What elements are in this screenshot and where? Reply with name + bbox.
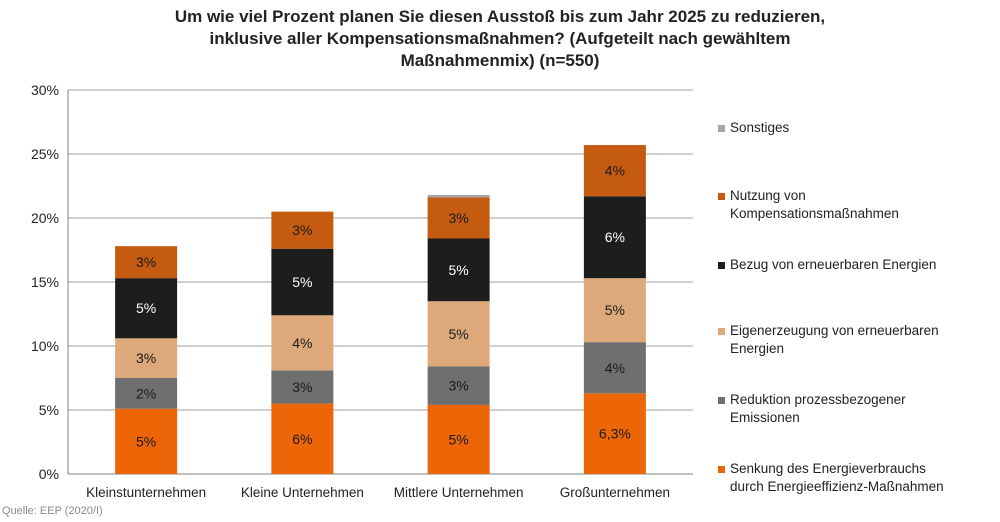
x-tick-label: Kleine Unternehmen — [241, 485, 364, 500]
stacked-bar-chart: 0% 5% 10% 15% 20% 25% 30% 5% 2% 3% 5% 3% Kleinstunte… — [0, 0, 700, 505]
x-tick-label: Großunternehmen — [560, 485, 670, 500]
x-tick-label: Mittlere Unternehmen — [394, 485, 524, 500]
data-label: 4% — [605, 163, 625, 179]
legend-item: Sonstiges — [718, 119, 789, 137]
data-label: 5% — [449, 262, 469, 278]
y-tick-label: 25% — [31, 146, 59, 162]
legend-label: Sonstiges — [730, 119, 789, 137]
y-tick-label: 10% — [31, 338, 59, 354]
source-note: Quelle: EEP (2020/I) — [2, 505, 103, 517]
data-label: 6% — [292, 431, 312, 447]
legend-label: Senkung des Energieverbrauchs durch Ener… — [730, 460, 944, 496]
data-label: 4% — [605, 360, 625, 376]
data-label: 6% — [605, 229, 625, 245]
chart-legend: Sonstiges Nutzung von Kompensationsmaßnah… — [718, 0, 1000, 500]
legend-label: Nutzung von Kompensationsmaßnahmen — [730, 187, 899, 223]
legend-item: Senkung des Energieverbrauchs durch Ener… — [718, 460, 944, 496]
data-label: 5% — [136, 433, 156, 449]
data-label: 3% — [292, 222, 312, 238]
data-label: 2% — [136, 385, 156, 401]
data-label: 3% — [449, 378, 469, 394]
x-tick-label: Kleinstunternehmen — [86, 485, 206, 500]
legend-item: Reduktion prozessbezogener Emissionen — [718, 391, 906, 427]
legend-swatch — [718, 125, 725, 132]
data-label: 3% — [136, 254, 156, 270]
legend-swatch — [718, 262, 725, 269]
legend-swatch — [718, 466, 725, 473]
y-tick-label: 20% — [31, 210, 59, 226]
legend-item: Eigenerzeugung von erneuerbaren Energien — [718, 322, 939, 358]
data-label: 5% — [449, 431, 469, 447]
data-label: 6,3% — [599, 426, 631, 442]
legend-swatch — [718, 397, 725, 404]
legend-label: Reduktion prozessbezogener Emissionen — [730, 391, 906, 427]
legend-label: Bezug von erneuerbaren Energien — [730, 256, 936, 274]
legend-swatch — [718, 193, 725, 200]
legend-item: Bezug von erneuerbaren Energien — [718, 256, 936, 274]
y-tick-label: 5% — [39, 402, 59, 418]
legend-label: Eigenerzeugung von erneuerbaren Energien — [730, 322, 939, 358]
data-label: 5% — [292, 274, 312, 290]
data-label: 3% — [292, 379, 312, 395]
legend-swatch — [718, 328, 725, 335]
bar-segment — [428, 195, 490, 198]
data-label: 3% — [136, 350, 156, 366]
y-tick-label: 30% — [31, 82, 59, 98]
data-label: 3% — [449, 210, 469, 226]
data-label: 5% — [605, 302, 625, 318]
data-label: 4% — [292, 335, 312, 351]
y-tick-label: 15% — [31, 274, 59, 290]
data-label: 5% — [449, 326, 469, 342]
y-tick-label: 0% — [39, 466, 59, 482]
data-label: 5% — [136, 300, 156, 316]
legend-item: Nutzung von Kompensationsmaßnahmen — [718, 187, 899, 223]
